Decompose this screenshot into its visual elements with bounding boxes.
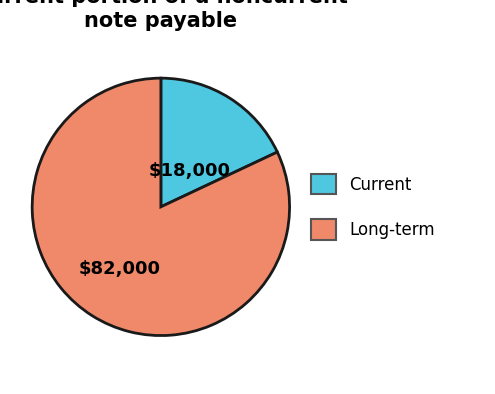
Text: $82,000: $82,000	[79, 260, 161, 278]
Text: $18,000: $18,000	[148, 162, 230, 180]
Title: Current portion of a noncurrent
note payable: Current portion of a noncurrent note pay…	[0, 0, 348, 30]
Legend: Current, Long-term: Current, Long-term	[304, 167, 442, 246]
Wedge shape	[32, 78, 290, 336]
Wedge shape	[161, 78, 277, 207]
